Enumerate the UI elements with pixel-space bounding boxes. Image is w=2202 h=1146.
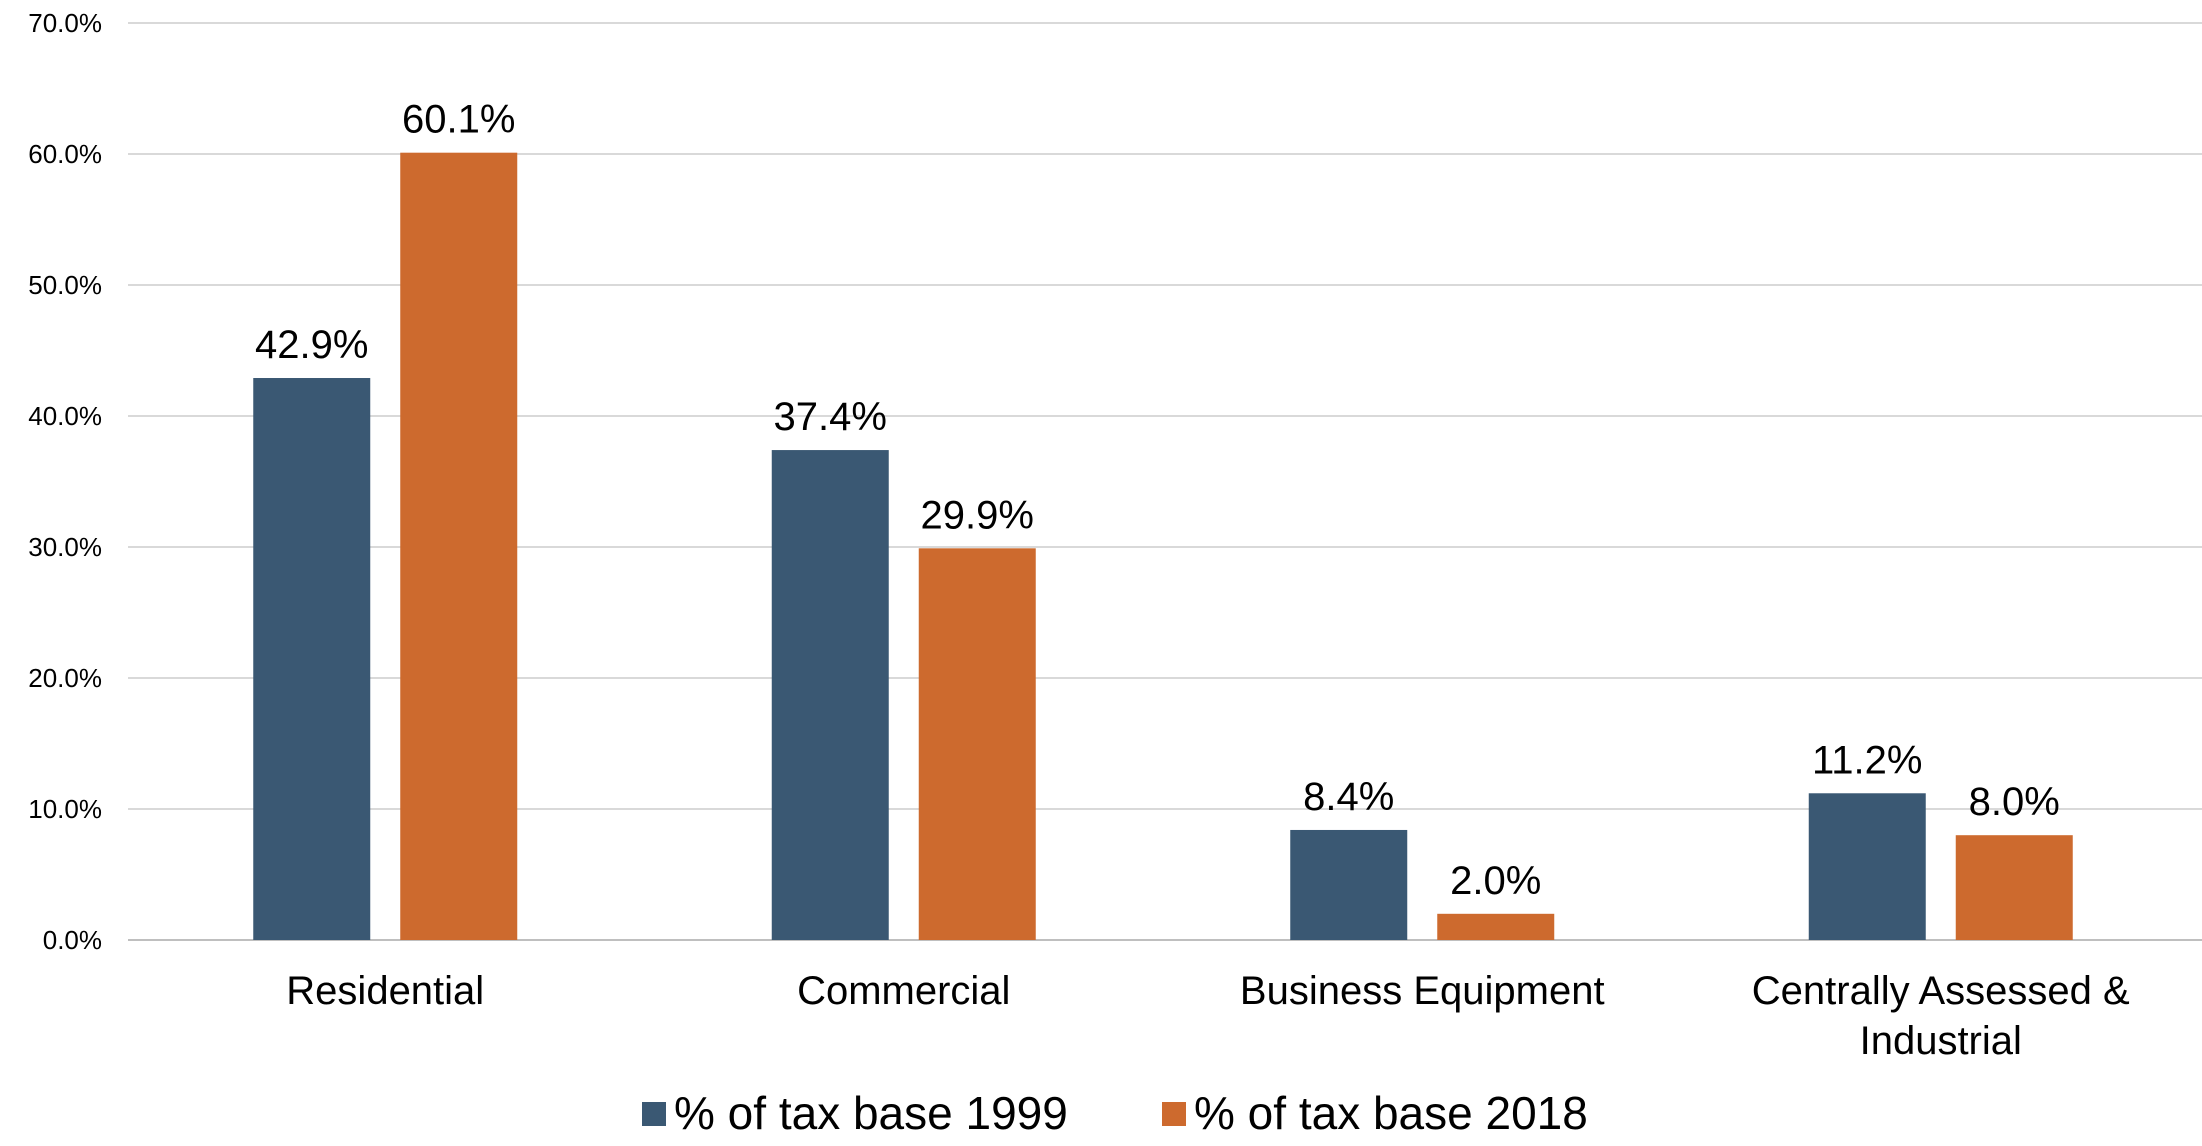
y-tick-label: 40.0% (28, 401, 102, 431)
data-label: 37.4% (774, 395, 887, 439)
data-label: 11.2% (1812, 738, 1922, 782)
bars (253, 152, 2073, 940)
x-tick-label: Business Equipment (1240, 969, 1605, 1013)
legend-swatch (1162, 1102, 1186, 1126)
bar (918, 548, 1036, 940)
y-tick-label: 70.0% (28, 8, 102, 38)
y-axis-ticks: 0.0% 10.0% 20.0% 30.0% 40.0% 50.0% 60.0% 70.0% (28, 8, 102, 955)
data-labels: 42.9% 60.1% 37.4% 29.9% 8.4% 2.0% 11.2% 8.0% (255, 98, 2060, 903)
data-label: 42.9% (255, 323, 368, 367)
y-tick-label: 20.0% (28, 663, 102, 693)
x-tick-label: Commercial (797, 969, 1010, 1013)
y-tick-label: 50.0% (28, 270, 102, 300)
bar (1955, 835, 2073, 940)
x-tick-label: Industrial (1860, 1019, 2022, 1063)
data-label: 8.4% (1303, 775, 1394, 819)
y-tick-label: 0.0% (43, 925, 102, 955)
data-label: 8.0% (1969, 780, 2060, 824)
x-tick-label: Centrally Assessed & (1752, 969, 2130, 1013)
x-tick-label: Residential (286, 969, 484, 1013)
bar (1290, 829, 1408, 940)
bar (400, 152, 518, 940)
bar (771, 450, 889, 940)
y-tick-label: 30.0% (28, 532, 102, 562)
legend-label: % of tax base 2018 (1194, 1087, 1588, 1139)
y-tick-label: 10.0% (28, 794, 102, 824)
bar (1808, 793, 1926, 940)
data-label: 60.1% (402, 98, 515, 142)
legend: % of tax base 1999 % of tax base 2018 (642, 1087, 1588, 1139)
legend-label: % of tax base 1999 (674, 1087, 1068, 1139)
bar (1437, 913, 1555, 940)
data-label: 2.0% (1450, 859, 1541, 903)
x-axis-categories: Residential Commercial Business Equipment C… (286, 969, 2130, 1063)
legend-swatch (642, 1102, 666, 1126)
y-tick-label: 60.0% (28, 139, 102, 169)
bar (253, 378, 371, 940)
data-label: 29.9% (921, 493, 1034, 537)
